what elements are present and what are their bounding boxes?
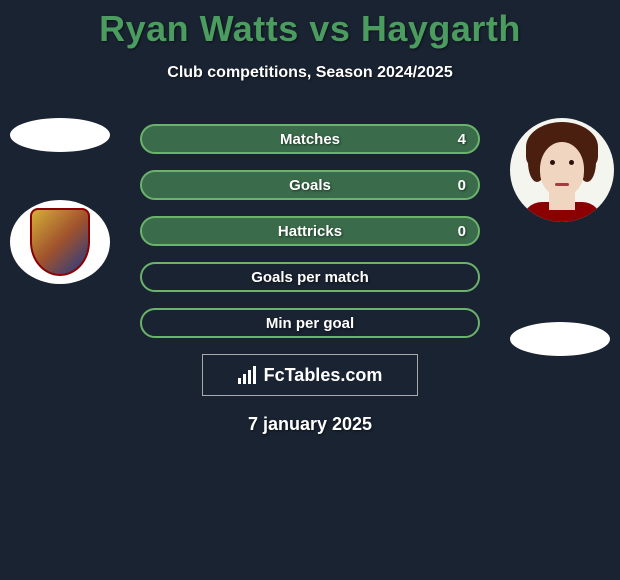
page-title: Ryan Watts vs Haygarth	[0, 8, 620, 50]
chart-icon	[238, 366, 260, 384]
player-right	[510, 118, 610, 356]
subtitle: Club competitions, Season 2024/2025	[0, 64, 620, 82]
player-left	[10, 118, 110, 284]
stat-pill-goals-per-match: Goals per match	[140, 262, 480, 292]
avatar-placeholder-left	[10, 118, 110, 152]
brand-text: FcTables.com	[264, 365, 383, 386]
club-placeholder-right	[510, 322, 610, 356]
stat-value: 4	[458, 131, 466, 148]
stat-pill-goals: Goals 0	[140, 170, 480, 200]
stat-pill-matches: Matches 4	[140, 124, 480, 154]
stat-label: Matches	[280, 131, 340, 148]
club-crest-left	[10, 200, 110, 284]
stats-column: Matches 4 Goals 0 Hattricks 0 Goals per …	[140, 124, 480, 338]
stat-label: Min per goal	[266, 315, 354, 332]
stat-label: Goals per match	[251, 269, 369, 286]
stat-pill-min-per-goal: Min per goal	[140, 308, 480, 338]
stat-value: 0	[458, 177, 466, 194]
stat-pill-hattricks: Hattricks 0	[140, 216, 480, 246]
stat-label: Goals	[289, 177, 331, 194]
stat-value: 0	[458, 223, 466, 240]
date-text: 7 january 2025	[0, 414, 620, 435]
stat-label: Hattricks	[278, 223, 342, 240]
avatar-photo-right	[510, 118, 614, 222]
brand-box[interactable]: FcTables.com	[202, 354, 418, 396]
crest-icon	[30, 208, 90, 276]
